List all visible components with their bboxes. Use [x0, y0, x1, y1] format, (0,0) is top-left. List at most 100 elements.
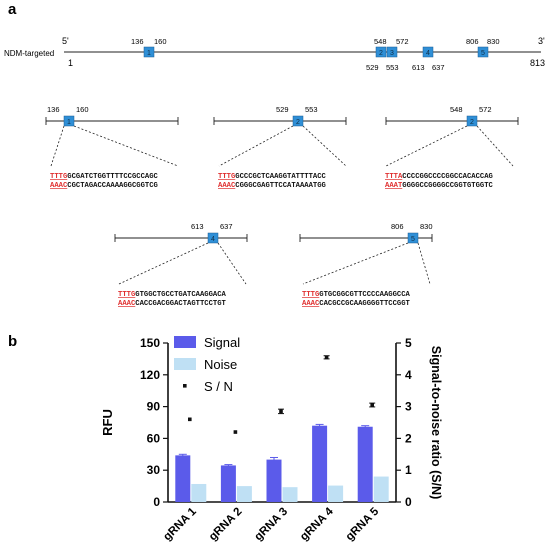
- five-prime-label: 5': [62, 36, 69, 46]
- expansion-line-left: [302, 242, 409, 285]
- protospacer-top: GCCCGCTCAAGGTATTTTACC: [235, 173, 326, 181]
- protospacer-top: GCGATCTGGTTTTCCGCCAGC: [67, 173, 158, 181]
- noise-bar: [236, 486, 252, 502]
- y-tick-label: 60: [147, 431, 161, 445]
- sequence-top: TTTGGCGATCTGGTTTTCCGCCAGC: [50, 173, 159, 181]
- gene-start-pos: 1: [68, 58, 73, 68]
- expansion-line-right: [476, 125, 514, 167]
- site5-start: 806: [466, 37, 479, 46]
- y2-tick-label: 4: [405, 368, 412, 382]
- inset-end-pos: 637: [220, 222, 233, 231]
- signal-bar: [312, 425, 328, 502]
- x-tick-label: gRNA 2: [207, 506, 245, 544]
- expansion-line-right: [417, 242, 431, 285]
- pam-top: TTTG: [302, 291, 319, 299]
- site1-box: [143, 46, 155, 58]
- site1-id: 1: [147, 50, 151, 57]
- legend-ratio-label: S / N: [204, 379, 233, 394]
- y2-tick-label: 3: [405, 400, 412, 414]
- expansion-line-right: [217, 242, 247, 285]
- site4-box: [422, 46, 434, 58]
- pam-bottom: AAAC: [118, 300, 136, 308]
- gene-label: NDM-targeted: [4, 49, 54, 58]
- protospacer-bottom: GGGGCCGGGGCCGGTGTGGTC: [402, 182, 493, 190]
- site3-box: [386, 46, 398, 58]
- y2-tick-label: 2: [405, 431, 412, 445]
- x-tick-label: gRNA 3: [253, 506, 291, 544]
- pam-top: TTTA: [385, 173, 403, 181]
- legend-signal-swatch: [174, 336, 196, 348]
- legend-signal-label: Signal: [204, 335, 240, 350]
- site2-id: 2: [379, 50, 383, 57]
- sequence-top: TTTGGTGCGGCGTTCCCCAAGGCCA: [302, 291, 411, 299]
- inset-site-box: [63, 115, 75, 127]
- signal-bar: [175, 455, 191, 502]
- protospacer-bottom: CGCTAGACCAAAAGGCGGTCG: [67, 182, 158, 190]
- site5-end: 830: [487, 37, 500, 46]
- three-prime-label: 3': [538, 36, 545, 46]
- ratio-point: [279, 409, 283, 414]
- pam-top: TTTG: [218, 173, 235, 181]
- inset-site-id: 5: [411, 236, 415, 243]
- noise-bar: [373, 476, 389, 502]
- sequence-top: TTTGGTGGCTGCCTGATCAAGGACA: [118, 291, 227, 299]
- legend-ratio-marker: [183, 384, 187, 388]
- expansion-line-right: [73, 125, 179, 167]
- snr-chart: 0 30 60 90 120 150 0 1 2 3 4 5 RFU Signal-to-noise ra…: [100, 335, 443, 543]
- sequence-top: TTTGGCCCGCTCAAGGTATTTTACC: [218, 173, 327, 181]
- ratio-point: [324, 355, 329, 360]
- x-tick-label: gRNA 1: [161, 505, 199, 543]
- y-axis-title: RFU: [100, 409, 115, 436]
- sequence-bottom: AAACCGGGCGAGTTCCATAAAATGG: [218, 182, 326, 190]
- pam-top: TTTG: [118, 291, 135, 299]
- site2-start: 529: [366, 63, 379, 72]
- inset-site-136: 136 160 1 TTTGGCGATCTGGTTTTCCGCCAGCAAACCGCT…: [45, 105, 179, 190]
- protospacer-bottom: CGGGCGAGTTCCATAAAATGG: [235, 182, 326, 190]
- sequence-bottom: AAACCACCGACGGACTAGTTCCTGT: [118, 300, 227, 308]
- inset-site-box: [466, 115, 478, 127]
- inset-start-pos: 613: [191, 222, 204, 231]
- site2-box: [375, 46, 387, 58]
- inset-site-id: 2: [296, 119, 300, 126]
- inset-end-pos: 830: [420, 222, 433, 231]
- expansion-line-left: [50, 125, 65, 167]
- pam-bottom: AAAC: [50, 182, 68, 190]
- expansion-line-left: [385, 125, 468, 167]
- inset-site-id: 1: [67, 119, 71, 126]
- pam-bottom: AAAT: [385, 182, 403, 190]
- protospacer-top: CCCCGGCCCCGGCCACACCAG: [402, 173, 493, 181]
- protospacer-bottom: CACCGACGGACTAGTTCCTGT: [135, 300, 226, 308]
- signal-bar: [266, 459, 282, 502]
- expansion-line-left: [118, 242, 209, 285]
- pam-bottom: AAAC: [302, 300, 320, 308]
- y2-tick-label: 5: [405, 336, 412, 350]
- protospacer-top: GTGCGGCGTTCCCCAAGGCCA: [319, 291, 410, 299]
- x-tick-label: gRNA 5: [344, 505, 382, 543]
- legend-noise-label: Noise: [204, 357, 237, 372]
- inset-site-548: 548 572 2 TTTACCCCGGCCCCGGCCACACCAGAAATGGGG…: [385, 105, 519, 190]
- y-tick-label: 120: [140, 368, 160, 382]
- inset-end-pos: 553: [305, 105, 318, 114]
- inset-site-613: 613 637 4 TTTGGTGGCTGCCTGATCAAGGACAAAACCACC…: [114, 222, 248, 308]
- site5-box: [477, 46, 489, 58]
- noise-bar: [191, 483, 207, 502]
- gene-end-pos: 813: [530, 58, 545, 68]
- y-tick-label: 30: [147, 463, 161, 477]
- sequence-bottom: AAACCGCTAGACCAAAAGGCGGTCG: [50, 182, 158, 190]
- inset-site-806: 806 830 5 TTTGGTGCGGCGTTCCCCAAGGCCAAAACCACG…: [299, 222, 433, 308]
- inset-start-pos: 136: [47, 105, 60, 114]
- site2-end: 553: [386, 63, 399, 72]
- pam-top: TTTG: [50, 173, 67, 181]
- inset-site-529: 529 553 2 TTTGGCCCGCTCAAGGTATTTTACCAAACCGGG…: [213, 105, 347, 190]
- inset-site-box: [292, 115, 304, 127]
- y-tick-label: 150: [140, 336, 160, 350]
- inset-site-id: 4: [211, 236, 215, 243]
- inset-end-pos: 160: [76, 105, 89, 114]
- site1-start: 136: [131, 37, 144, 46]
- ratio-point: [188, 417, 192, 422]
- protospacer-top: GTGGCTGCCTGATCAAGGACA: [135, 291, 226, 299]
- legend-noise-swatch: [174, 358, 196, 370]
- y-tick-label: 90: [147, 400, 161, 414]
- site1-end: 160: [154, 37, 167, 46]
- sequence-bottom: AAATGGGGCCGGGGCCGGTGTGGTC: [385, 182, 494, 190]
